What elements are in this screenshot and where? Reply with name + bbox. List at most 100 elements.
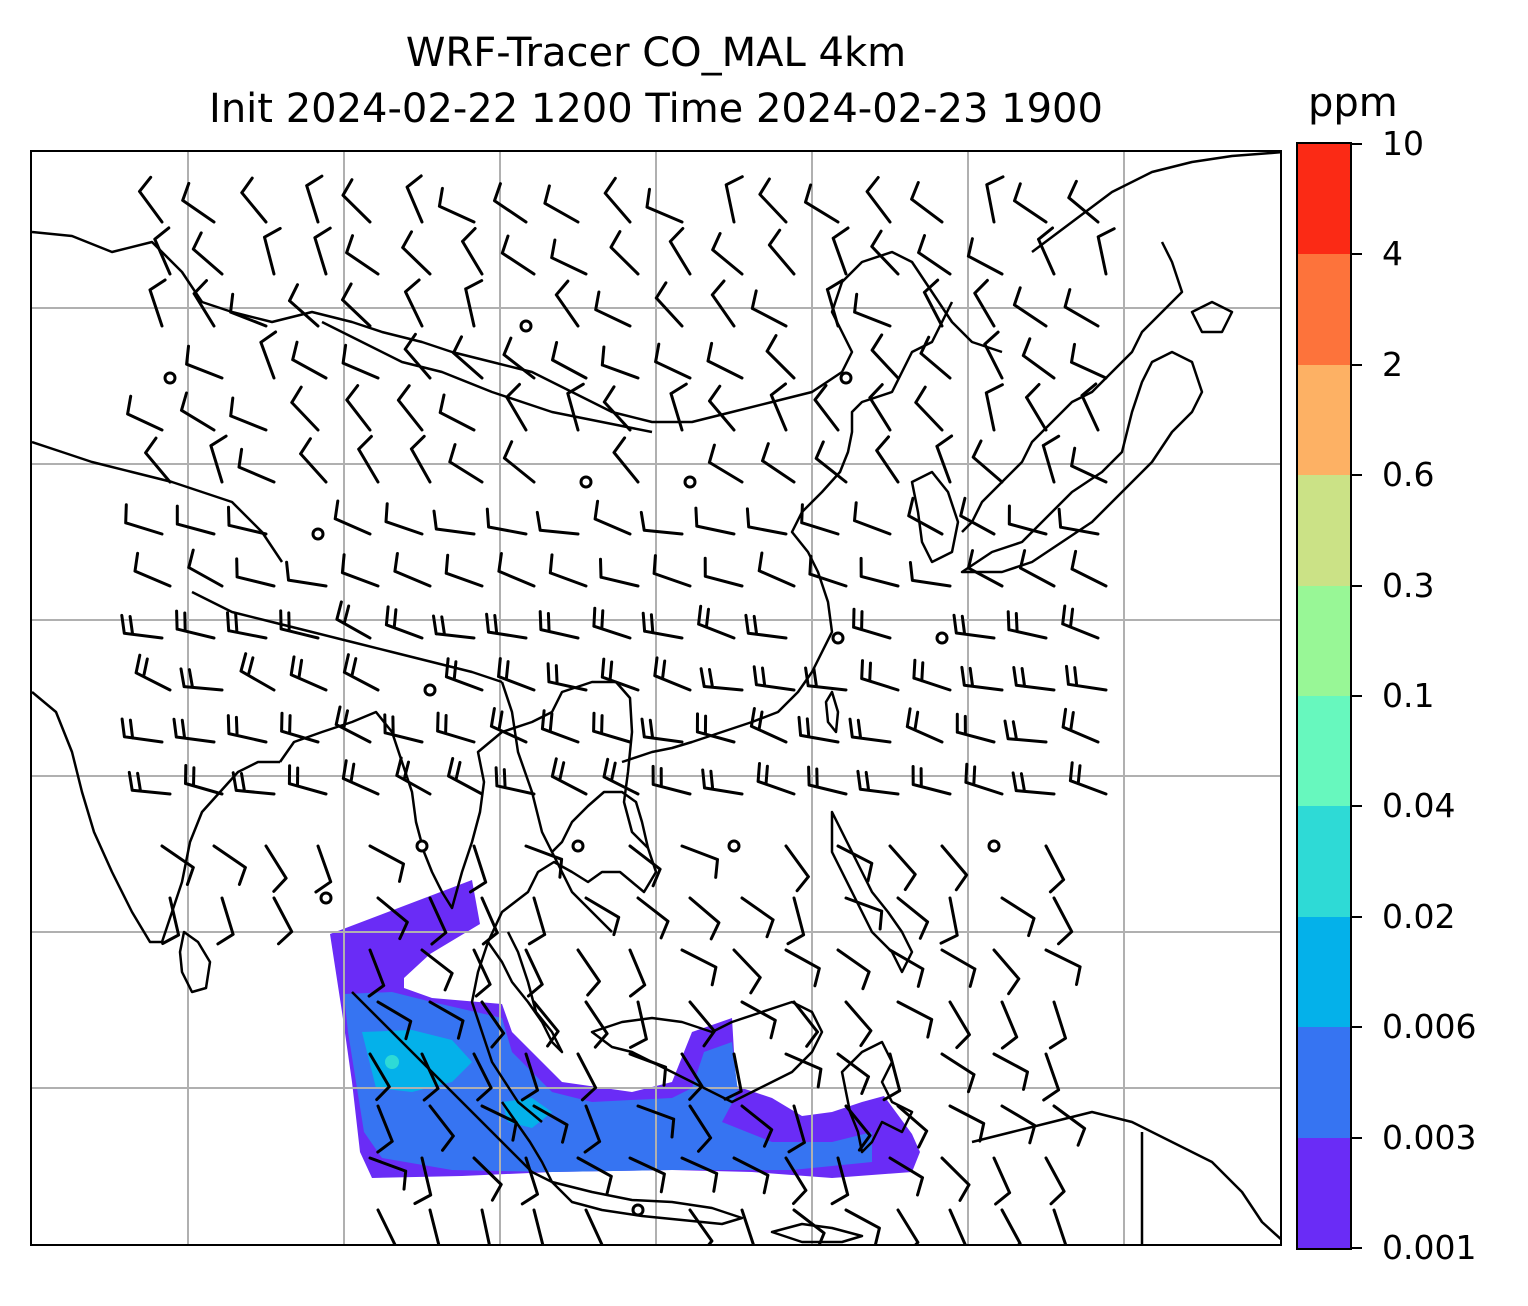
wind-barb — [138, 175, 164, 224]
wind-barb — [342, 653, 380, 692]
wind-barb — [602, 385, 632, 432]
wind-barb — [452, 335, 484, 380]
wind-barb — [409, 434, 432, 484]
colorbar-tick-label: 0.006 — [1382, 1007, 1477, 1047]
calm-wind-marker — [683, 475, 697, 489]
coastline-hokkaido — [1190, 300, 1234, 334]
coastline-sulawesi — [840, 1040, 914, 1154]
wind-barb — [740, 1208, 755, 1244]
wind-barb — [212, 844, 247, 886]
wind-barb — [133, 551, 172, 588]
wind-barb — [543, 184, 580, 224]
border-central-asia — [32, 440, 284, 563]
wind-barb — [461, 227, 484, 276]
wind-barb — [240, 176, 268, 224]
wind-barb — [447, 757, 484, 796]
wind-barb — [532, 1000, 560, 1048]
wind-barb — [830, 1156, 850, 1206]
wind-barb — [583, 1104, 602, 1154]
wind-barb — [403, 332, 432, 380]
wind-barb — [480, 1000, 506, 1049]
wind-barb — [368, 1156, 408, 1191]
wind-barb — [628, 1156, 666, 1194]
wind-barb — [600, 657, 640, 692]
colorbar-segment — [1298, 585, 1350, 696]
colorbar-tick-mark — [1352, 474, 1362, 477]
colorbar-segment — [1298, 695, 1350, 807]
colorbar-tick-label: 0.1 — [1382, 676, 1435, 715]
wind-barb — [740, 1000, 777, 1040]
wind-barb — [910, 181, 944, 224]
wind-barb — [688, 1208, 714, 1244]
wind-barb — [960, 665, 1004, 692]
wind-barb — [259, 330, 278, 380]
wind-barb — [853, 501, 892, 536]
wind-barb — [859, 556, 900, 588]
calm-wind-marker — [839, 371, 853, 385]
wind-barb — [1044, 1156, 1066, 1206]
coastline-new-guinea — [971, 1110, 1280, 1241]
wind-barb — [1080, 382, 1100, 432]
wind-barb — [1007, 504, 1048, 536]
wind-barb — [757, 551, 796, 588]
wind-barb — [669, 382, 688, 432]
wind-barb — [179, 667, 224, 692]
wind-barb — [120, 717, 164, 744]
wind-barb — [907, 496, 944, 536]
wind-barb — [469, 844, 488, 894]
wind-barb — [500, 234, 536, 276]
coastline-japan — [960, 350, 1204, 574]
wind-barb — [668, 227, 692, 276]
wind-barb — [654, 281, 684, 328]
tracer-region-mid — [344, 992, 872, 1172]
wind-barb — [784, 1156, 808, 1205]
wind-barb — [420, 948, 454, 992]
wind-barb — [520, 1156, 539, 1206]
wind-barb — [428, 1000, 465, 1040]
wind-barb — [231, 771, 276, 796]
wind-barb — [896, 1000, 934, 1039]
wind-barb — [550, 238, 588, 276]
wind-barb — [948, 1104, 986, 1143]
wind-barb — [502, 440, 536, 484]
colorbar-segment — [1298, 805, 1350, 917]
wind-barb — [784, 1052, 823, 1089]
colorbar-tick-mark — [1352, 915, 1362, 918]
wind-barb — [808, 554, 848, 588]
wind-barb — [520, 1052, 539, 1102]
map-title-line2: Init 2024-02-22 1200 Time 2024-02-23 190… — [209, 86, 1103, 132]
colorbar-tick-mark — [1352, 253, 1362, 256]
tracer-peak — [385, 1055, 399, 1069]
wind-barb — [290, 385, 320, 432]
wind-barb — [448, 443, 484, 484]
wind-barb — [420, 1052, 440, 1102]
wind-barb — [1000, 1208, 1022, 1244]
coastline-china — [621, 301, 954, 764]
wind-barb — [376, 1208, 397, 1244]
wind-barb — [1041, 434, 1061, 484]
wind-barb — [688, 1104, 713, 1153]
wind-barb — [472, 948, 492, 998]
calm-wind-marker — [727, 839, 741, 853]
wind-barb — [694, 506, 736, 536]
wind-barb — [428, 1104, 455, 1152]
wind-barb — [289, 655, 328, 692]
wind-barbs — [120, 174, 1116, 1244]
wind-barb — [761, 442, 796, 484]
wind-barb — [1096, 227, 1116, 276]
wind-barb — [497, 552, 536, 588]
wind-barb — [758, 177, 788, 224]
wind-barb — [226, 714, 268, 744]
wind-barb — [745, 507, 788, 536]
wind-barb — [984, 383, 1004, 432]
colorbar-tick-mark — [1352, 695, 1362, 697]
wind-barb — [485, 507, 528, 536]
wind-barb — [299, 437, 328, 484]
border-himalaya — [191, 590, 503, 684]
wind-barb — [983, 330, 1004, 380]
wind-barb — [384, 605, 424, 640]
wind-barb — [229, 292, 268, 328]
map-canvas — [32, 152, 1280, 1244]
wind-barb — [749, 707, 788, 744]
coastline-bay-of-bengal — [278, 680, 658, 1123]
